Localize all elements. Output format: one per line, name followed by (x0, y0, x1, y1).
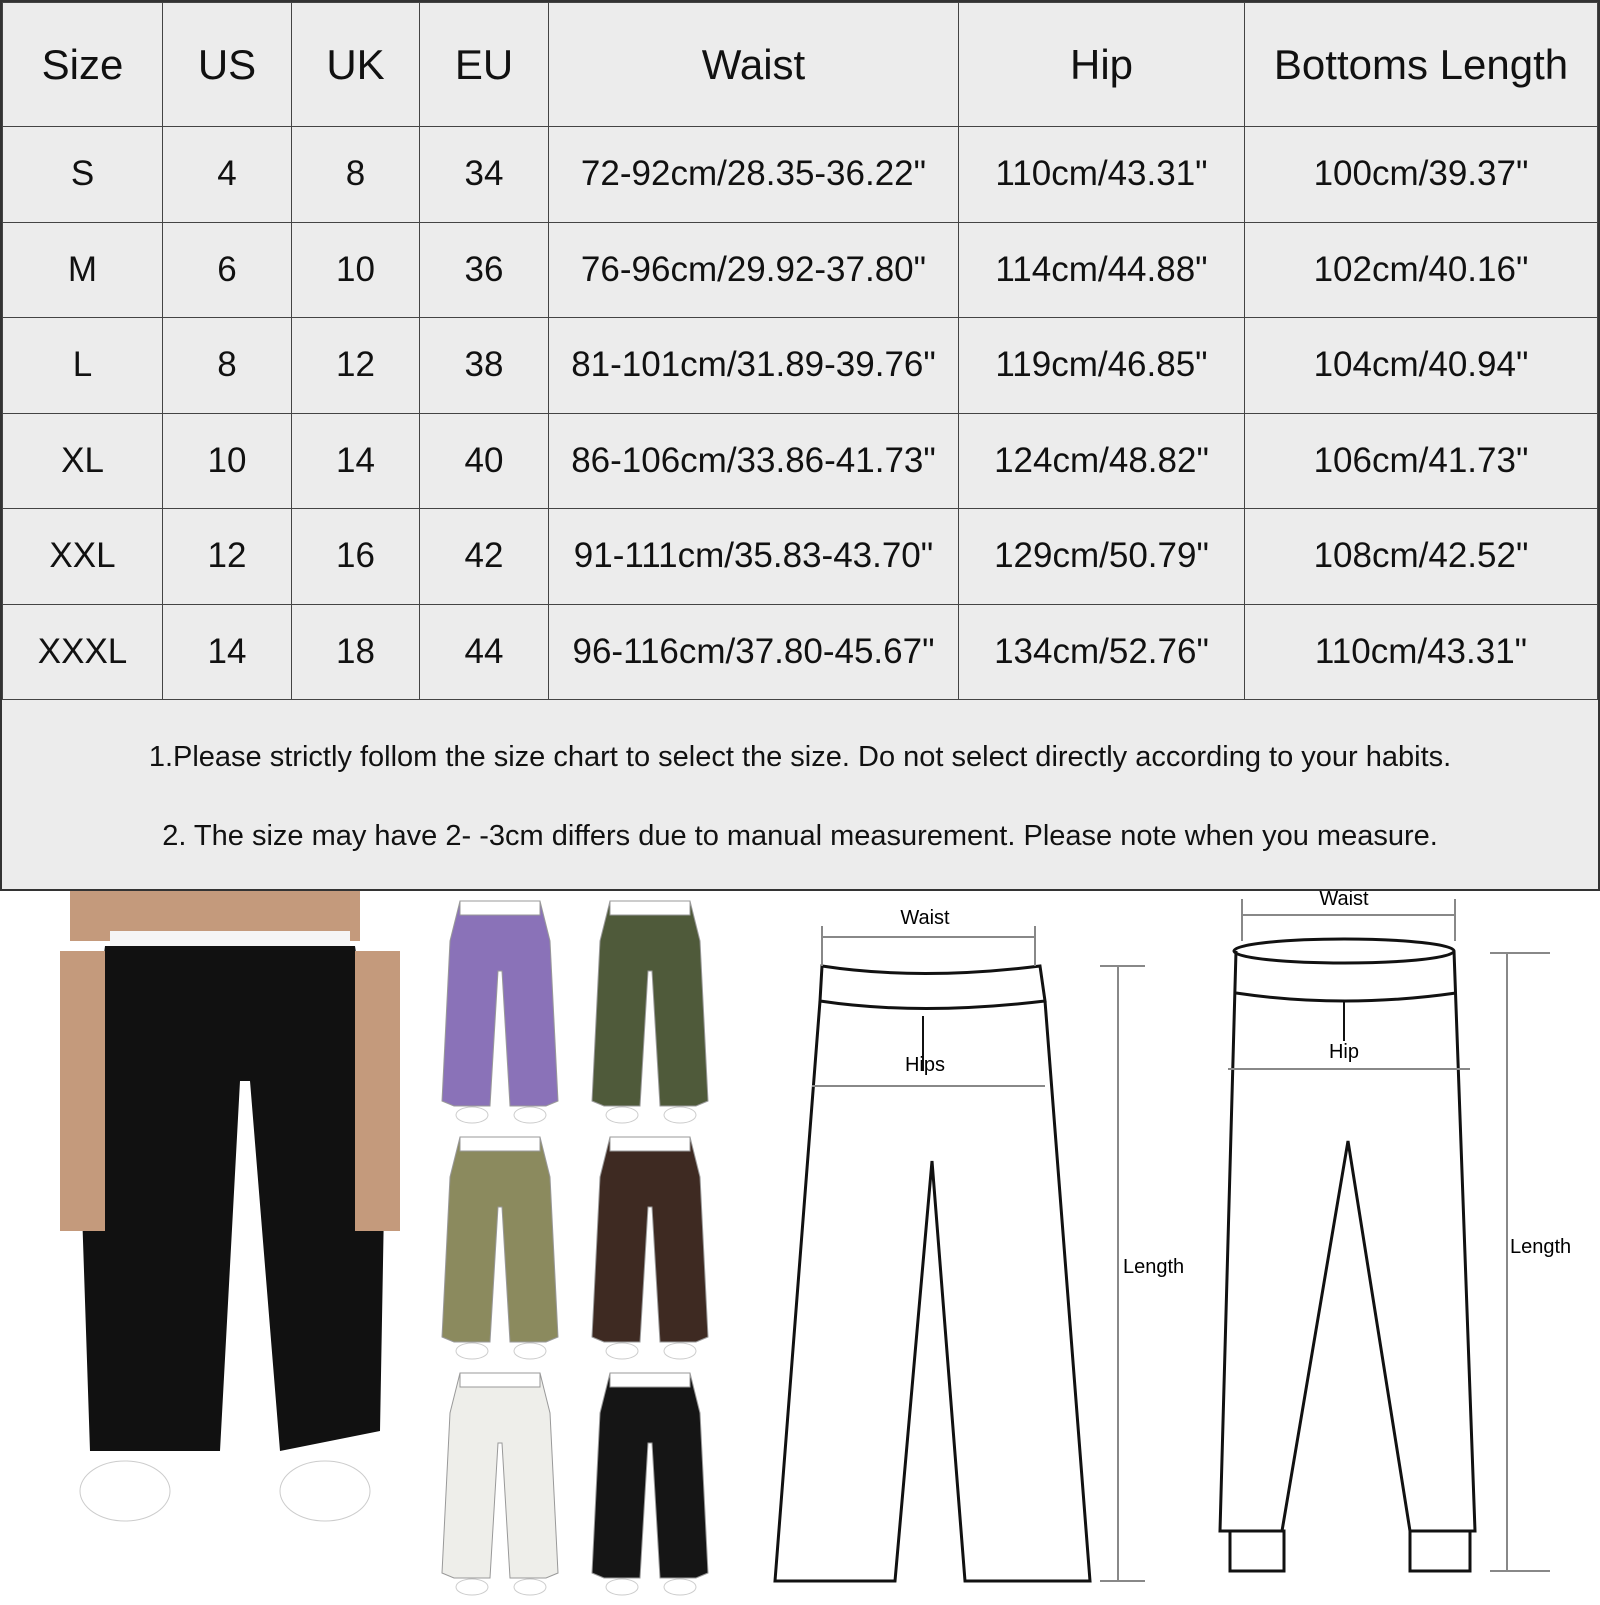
header-waist: Waist (548, 2, 959, 127)
cell-length: 106cm/41.73" (1244, 412, 1598, 509)
cell-waist: 81-101cm/31.89-39.76" (548, 317, 959, 414)
right-length-label: Length (1510, 1236, 1571, 1258)
color-variant-photo (441, 1372, 559, 1596)
cell-length: 110cm/43.31" (1244, 603, 1598, 700)
color-variant-photo (591, 1372, 709, 1596)
left-hip-label: Hips (905, 1054, 945, 1076)
color-variant-photo (591, 1136, 709, 1360)
cell-hip: 134cm/52.76" (958, 603, 1245, 700)
main-model-photo (60, 891, 400, 1522)
color-variant-photo (441, 1136, 559, 1360)
size-chart: Size US UK EU Waist Hip Bottoms Length S… (0, 0, 1600, 891)
cell-eu: 34 (419, 126, 549, 223)
cell-hip: 129cm/50.79" (958, 508, 1245, 605)
cell-hip: 114cm/44.88" (958, 221, 1245, 318)
table-row: XL 10 14 40 86-106cm/33.86-41.73" 124cm/48.82… (2, 412, 1598, 509)
header-hip: Hip (958, 2, 1245, 127)
header-row: Size US UK EU Waist Hip Bottoms Length (2, 2, 1598, 127)
cell-uk: 16 (291, 508, 420, 605)
cell-waist: 72-92cm/28.35-36.22" (548, 126, 959, 223)
cell-hip: 119cm/46.85" (958, 317, 1245, 414)
cell-size: XXL (2, 508, 163, 605)
table-row: L 8 12 38 81-101cm/31.89-39.76" 119cm/46.85" 1… (2, 317, 1598, 414)
table-row: S 4 8 34 72-92cm/28.35-36.22" 110cm/43.31" 100… (2, 126, 1598, 223)
product-images: Waist Hips Length Waist Hip Length (0, 888, 1600, 1600)
cell-waist: 96-116cm/37.80-45.67" (548, 603, 959, 700)
right-waist-label: Waist (1319, 891, 1369, 910)
header-size: Size (2, 2, 163, 127)
cell-us: 14 (162, 603, 292, 700)
cell-length: 104cm/40.94" (1244, 317, 1598, 414)
cell-us: 6 (162, 221, 292, 318)
header-us: US (162, 2, 292, 127)
cell-size: L (2, 317, 163, 414)
cell-eu: 44 (419, 603, 549, 700)
cell-uk: 12 (291, 317, 420, 414)
cell-length: 108cm/42.52" (1244, 508, 1598, 605)
table-row: XXXL 14 18 44 96-116cm/37.80-45.67" 134cm/52.… (2, 603, 1598, 700)
cell-waist: 76-96cm/29.92-37.80" (548, 221, 959, 318)
table-row: XXL 12 16 42 91-111cm/35.83-43.70" 129cm/50.7… (2, 508, 1598, 605)
cell-us: 8 (162, 317, 292, 414)
cell-size: M (2, 221, 163, 318)
cell-size: S (2, 126, 163, 223)
cell-eu: 42 (419, 508, 549, 605)
cell-hip: 124cm/48.82" (958, 412, 1245, 509)
cell-uk: 14 (291, 412, 420, 509)
cell-hip: 110cm/43.31" (958, 126, 1245, 223)
cell-waist: 91-111cm/35.83-43.70" (548, 508, 959, 605)
cell-length: 100cm/39.37" (1244, 126, 1598, 223)
color-variant-photo (441, 900, 559, 1124)
left-waist-label: Waist (900, 907, 950, 929)
cell-uk: 18 (291, 603, 420, 700)
header-uk: UK (291, 2, 420, 127)
cell-length: 102cm/40.16" (1244, 221, 1598, 318)
cell-eu: 40 (419, 412, 549, 509)
cell-us: 10 (162, 412, 292, 509)
cell-uk: 10 (291, 221, 420, 318)
table-row: M 6 10 36 76-96cm/29.92-37.80" 114cm/44.88" 10… (2, 221, 1598, 318)
cell-uk: 8 (291, 126, 420, 223)
cell-size: XXXL (2, 603, 163, 700)
color-variant-photo (591, 900, 709, 1124)
note-1: 1.Please strictly follom the size chart … (148, 741, 1452, 773)
cell-us: 4 (162, 126, 292, 223)
header-eu: EU (419, 2, 549, 127)
cell-size: XL (2, 412, 163, 509)
cell-us: 12 (162, 508, 292, 605)
cell-waist: 86-106cm/33.86-41.73" (548, 412, 959, 509)
header-length: Bottoms Length (1244, 2, 1598, 127)
notes: 1.Please strictly follom the size chart … (2, 700, 1598, 894)
left-length-label: Length (1123, 1256, 1184, 1278)
diagram-jogger-pants (1218, 899, 1550, 1573)
note-2: 2. The size may have 2- -3cm differs due… (162, 820, 1438, 852)
diagram-straight-pants (773, 926, 1145, 1583)
size-table: Size US UK EU Waist Hip Bottoms Length S… (2, 2, 1598, 700)
right-hip-label: Hip (1329, 1041, 1359, 1063)
cell-eu: 36 (419, 221, 549, 318)
cell-eu: 38 (419, 317, 549, 414)
